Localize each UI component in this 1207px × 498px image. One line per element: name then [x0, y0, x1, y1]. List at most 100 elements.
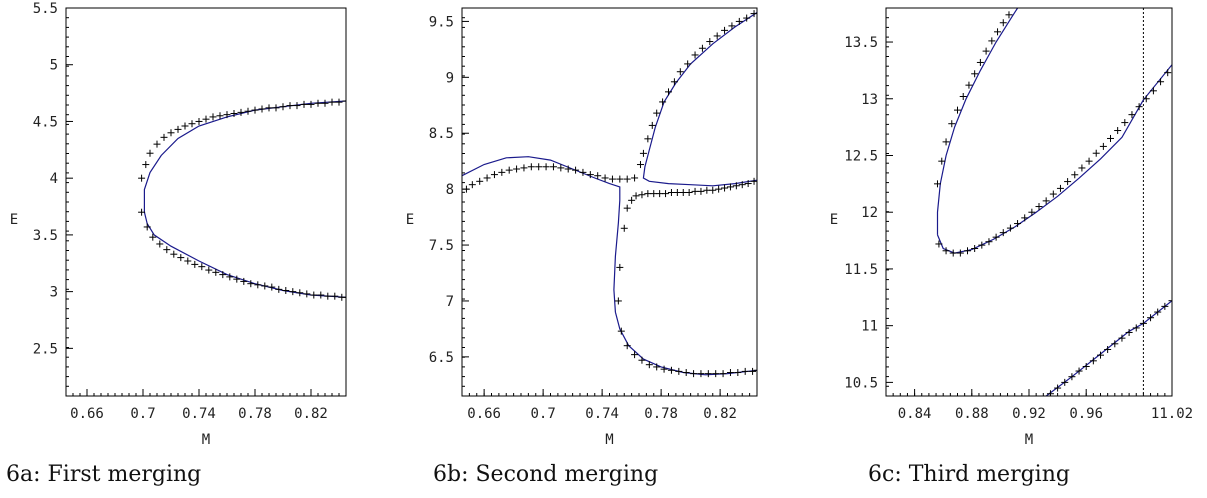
data-point-marker	[709, 186, 717, 194]
x-tick-label: 0.78	[644, 406, 678, 422]
y-tick-label: 12.5	[844, 148, 878, 164]
x-tick-label: 11.02	[1151, 406, 1193, 422]
data-point-marker	[167, 129, 175, 137]
chart-1: 0.66 0.7 0.74 0.78 0.82 2.5 3 3.5 4 4.5 5 5.5 M E	[10, 1, 347, 448]
data-point-marker	[142, 161, 150, 169]
plot-area	[462, 10, 757, 378]
data-point-marker	[982, 47, 990, 55]
data-point-marker	[1132, 324, 1140, 332]
x-tick-label: 0.78	[238, 406, 272, 422]
data-point-marker	[1118, 334, 1126, 342]
data-point-marker	[682, 369, 690, 377]
data-point-marker	[636, 161, 644, 169]
data-point-marker	[653, 363, 661, 371]
data-point-marker	[715, 185, 723, 193]
data-point-marker	[300, 100, 308, 108]
y-tick-label: 7	[446, 294, 454, 310]
data-point-marker	[209, 113, 217, 121]
y-axis-label: E	[830, 212, 838, 228]
data-point-marker	[1049, 190, 1057, 198]
data-point-marker	[676, 68, 684, 76]
data-point-marker	[579, 168, 587, 176]
x-tick-label: 0.74	[182, 406, 216, 422]
data-point-marker	[964, 247, 972, 255]
data-point-marker	[691, 187, 699, 195]
data-point-marker	[620, 224, 628, 232]
data-point-marker	[202, 115, 210, 123]
data-point-marker	[153, 140, 161, 148]
data-point-marker	[713, 32, 721, 40]
data-point-marker	[143, 223, 151, 231]
data-point-marker	[938, 157, 946, 165]
data-point-marker	[1168, 297, 1172, 305]
data-point-marker	[513, 165, 521, 173]
data-point-marker	[1135, 103, 1143, 111]
data-point-marker	[601, 174, 609, 182]
data-point-marker	[476, 177, 484, 185]
data-point-marker	[638, 356, 646, 364]
data-point-marker	[1114, 127, 1122, 135]
data-point-marker	[195, 117, 203, 125]
data-point-marker	[665, 88, 672, 96]
data-point-marker	[293, 102, 301, 110]
data-point-marker	[1121, 119, 1129, 127]
data-point-marker	[542, 163, 550, 171]
data-point-marker	[639, 149, 647, 157]
plot-frame	[65, 7, 347, 397]
data-point-marker	[614, 297, 622, 305]
data-point-marker	[1089, 357, 1097, 365]
data-point-marker	[667, 366, 675, 374]
data-point-marker	[750, 10, 757, 18]
data-point-marker	[468, 181, 476, 189]
data-point-marker	[181, 122, 189, 130]
data-point-marker	[1142, 95, 1150, 103]
data-point-marker	[244, 107, 252, 115]
data-point-marker	[1097, 351, 1104, 359]
y-tick-label: 2.5	[33, 341, 58, 357]
data-point-marker	[1042, 197, 1050, 205]
y-tick-label: 9	[446, 70, 454, 86]
data-point-marker	[712, 370, 720, 378]
data-point-marker	[265, 104, 273, 112]
data-point-marker	[462, 185, 470, 193]
data-point-marker	[303, 290, 311, 298]
data-point-marker	[1092, 149, 1100, 157]
data-point-marker	[335, 98, 343, 106]
chart-2: 0.66 0.7 0.74 0.78 0.82 6.5 7 7.5 8 8.5 9 9.5 M E	[406, 7, 758, 448]
data-point-marker	[174, 125, 182, 133]
data-point-marker	[706, 38, 714, 46]
plot-area	[138, 97, 346, 301]
data-point-marker	[212, 268, 220, 276]
data-point-marker	[261, 282, 269, 290]
data-point-marker	[1111, 340, 1119, 348]
series-curve	[462, 156, 757, 376]
data-point-marker	[586, 171, 594, 179]
data-point-marker	[623, 342, 631, 350]
data-point-marker	[732, 182, 740, 190]
x-tick-label: 0.82	[294, 406, 328, 422]
data-point-marker	[703, 186, 711, 194]
data-point-marker	[1128, 111, 1136, 119]
data-point-marker	[572, 166, 580, 174]
data-point-marker	[216, 112, 224, 120]
data-point-marker	[138, 208, 146, 216]
data-point-marker	[631, 174, 639, 182]
data-point-marker	[659, 98, 667, 106]
data-point-marker	[608, 175, 616, 183]
data-point-marker	[690, 370, 698, 378]
data-point-marker	[184, 257, 192, 265]
y-tick-label: 9.5	[429, 14, 454, 30]
y-tick-label: 3.5	[33, 228, 58, 244]
data-point-marker	[230, 110, 238, 118]
data-point-marker	[1056, 184, 1064, 192]
data-point-marker	[483, 174, 491, 182]
data-point-marker	[628, 196, 636, 204]
data-point-marker	[1085, 157, 1093, 165]
x-axis-label: M	[1025, 432, 1033, 448]
x-tick-label: 0.92	[1012, 406, 1046, 422]
data-point-marker	[667, 188, 675, 196]
data-point-marker	[999, 19, 1007, 27]
data-point-marker	[698, 44, 706, 52]
data-point-marker	[942, 138, 950, 146]
